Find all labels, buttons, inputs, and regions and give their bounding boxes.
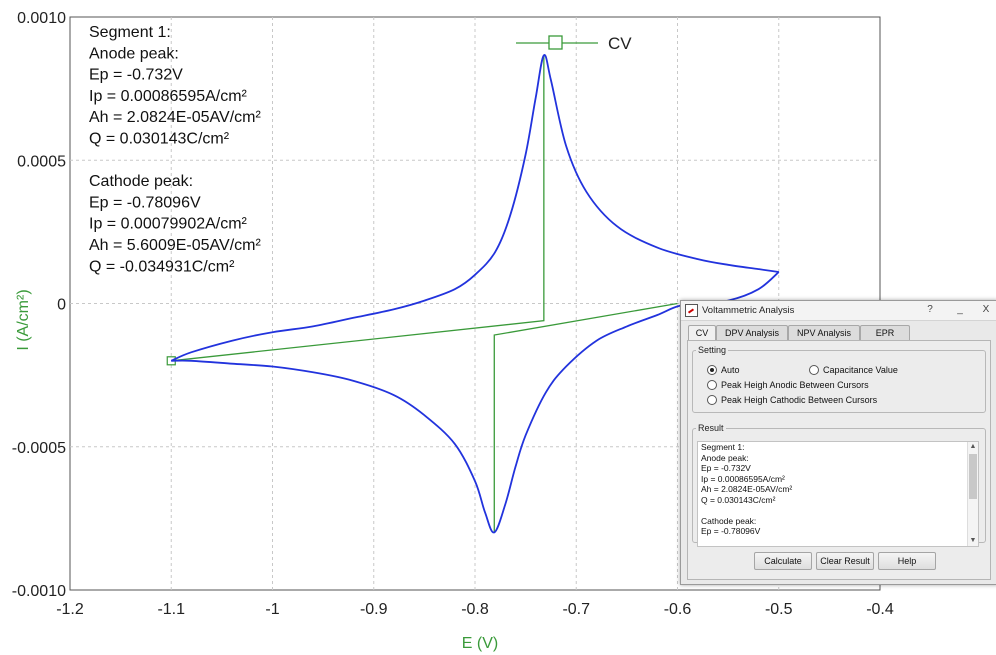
cv-tab-panel: Setting Auto Capacitance Value Peak Heig… [687,340,991,580]
radio-icon [809,365,819,375]
dialog-titlebar[interactable]: Voltammetric Analysis ? _ X [681,301,996,321]
result-textarea[interactable]: Segment 1: Anode peak: Ep = -0.732V Ip =… [697,441,979,547]
y-tick-label: -0.0005 [12,440,66,457]
y-tick-label: -0.0010 [12,583,66,600]
chart-app-icon [685,304,698,317]
calculate-button[interactable]: Calculate [754,552,812,570]
y-tick-label: 0.0010 [17,10,66,27]
dialog-title: Voltammetric Analysis [702,305,795,316]
x-axis-label: E (V) [462,635,498,652]
tab-cv[interactable]: CV [688,325,716,341]
annotation-line: Ep = -0.732V [89,67,183,84]
result-scrollbar[interactable]: ▲ ▼ [967,442,978,546]
x-tick-label: -1.2 [56,601,84,618]
x-tick-label: -0.4 [866,601,894,618]
annotation-line: Ip = 0.00086595A/cm² [89,88,248,105]
radio-auto[interactable]: Auto [707,365,740,375]
scroll-thumb[interactable] [969,454,977,499]
radio-peak-anodic[interactable]: Peak Heigh Anodic Between Cursors [707,380,869,390]
result-label: Result [698,423,724,433]
result-line: Ip = 0.00086595A/cm² [701,473,785,484]
help-button[interactable]: Help [878,552,936,570]
annotation-line: Q = 0.030143C/cm² [89,131,230,148]
x-tick-label: -0.8 [461,601,489,618]
x-tick-label: -0.7 [562,601,590,618]
radio-cathodic-label: Peak Heigh Cathodic Between Cursors [721,395,878,405]
annotation-line: Segment 1: [89,24,171,41]
annotation-line: Ip = 0.00079902A/cm² [89,216,248,233]
radio-icon [707,395,717,405]
anode-baseline [171,55,545,362]
peak-annotation: Segment 1: Anode peak: Ep = -0.732V Ip = 0.… [89,24,261,275]
result-line: Ep = -0.78096V [701,526,761,536]
annotation-line: Ep = -0.78096V [89,194,201,211]
radio-anodic-label: Peak Heigh Anodic Between Cursors [721,380,869,390]
annotation-line: Ah = 2.0824E-05AV/cm² [89,109,261,126]
tab-npv-analysis[interactable]: NPV Analysis [788,325,860,340]
annotation-line: Cathode peak: [89,173,193,190]
setting-group: Setting Auto Capacitance Value Peak Heig… [692,345,986,413]
x-tick-label: -1.1 [157,601,185,618]
close-icon[interactable]: X [982,304,990,315]
x-tick-label: -0.5 [765,601,793,618]
radio-selected-icon [707,365,717,375]
radio-icon [707,380,717,390]
y-axis-label: I (A/cm²) [15,289,32,350]
result-group: Result Segment 1: Anode peak: Ep = -0.73… [692,423,986,547]
clear-result-button[interactable]: Clear Result [816,552,874,570]
annotation-line: Ah = 5.6009E-05AV/cm² [89,237,261,254]
legend: CV [516,34,632,53]
voltammetric-analysis-dialog[interactable]: Voltammetric Analysis ? _ X CV DPV Analy… [680,300,996,585]
result-line: Ep = -0.732V [701,463,751,473]
x-tick-label: -0.6 [664,601,692,618]
cv-reverse-sweep [171,271,780,534]
radio-capacitance-value[interactable]: Capacitance Value [809,365,898,375]
series-group [170,54,780,534]
help-icon[interactable]: ? [927,304,933,315]
x-tick-label: -1 [265,601,279,618]
scroll-up-icon[interactable]: ▲ [969,443,977,450]
annotation-line: Anode peak: [89,45,179,62]
setting-label: Setting [698,345,727,355]
radio-auto-label: Auto [721,365,740,375]
cathode-baseline [493,302,678,533]
cv-forward-sweep [170,54,779,362]
tick-labels: -1.2 -1.1 -1 -0.9 -0.8 -0.7 -0.6 -0.5 -0.4 0.0010… [12,10,894,618]
tab-epr[interactable]: EPR [860,325,910,340]
scroll-down-icon[interactable]: ▼ [969,537,977,544]
result-line: Segment 1: [701,442,745,452]
result-line [698,505,978,516]
radio-peak-cathodic[interactable]: Peak Heigh Cathodic Between Cursors [707,395,877,405]
result-line: Ah = 2.0824E-05AV/cm² [701,484,793,494]
result-line: Cathode peak: [701,515,757,526]
y-tick-label: 0 [57,297,66,314]
legend-label: CV [608,34,632,53]
radio-capacitance-label: Capacitance Value [823,365,898,375]
tab-dpv-analysis[interactable]: DPV Analysis [716,325,788,340]
minimize-icon[interactable]: _ [957,304,963,315]
annotation-line: Q = -0.034931C/cm² [89,258,235,275]
x-tick-label: -0.9 [360,601,388,618]
y-tick-label: 0.0005 [17,153,66,170]
result-line: Anode peak: [701,452,749,463]
legend-marker [548,35,563,50]
result-line: Q = 0.030143C/cm² [701,494,776,505]
